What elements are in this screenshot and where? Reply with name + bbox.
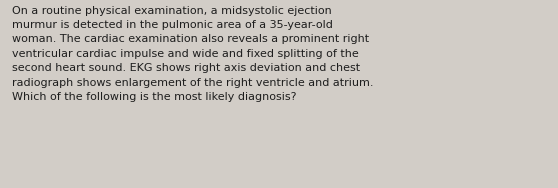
Text: On a routine physical examination, a midsystolic ejection
murmur is detected in : On a routine physical examination, a mid… [12, 6, 374, 102]
